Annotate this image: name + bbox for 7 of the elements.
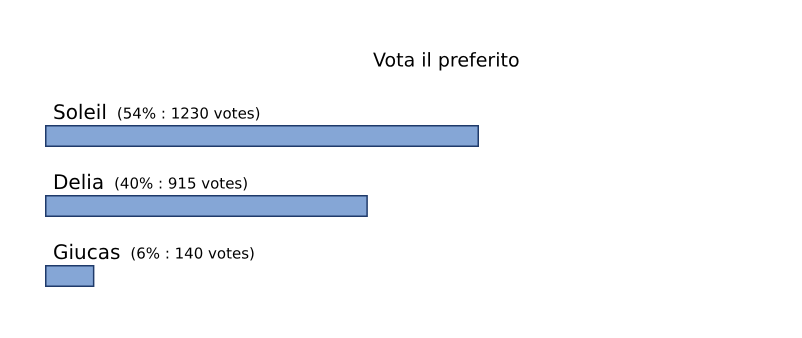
data-label: (40% : 915 votes)	[114, 174, 248, 192]
y-tick-label: Soleil	[53, 100, 107, 124]
data-label: (54% : 1230 votes)	[116, 104, 260, 122]
chart-title: Vota il preferito	[373, 50, 520, 72]
y-tick-label: Giucas	[53, 240, 120, 264]
y-tick-label: Delia	[53, 170, 104, 194]
data-label: (6% : 140 votes)	[130, 244, 255, 262]
